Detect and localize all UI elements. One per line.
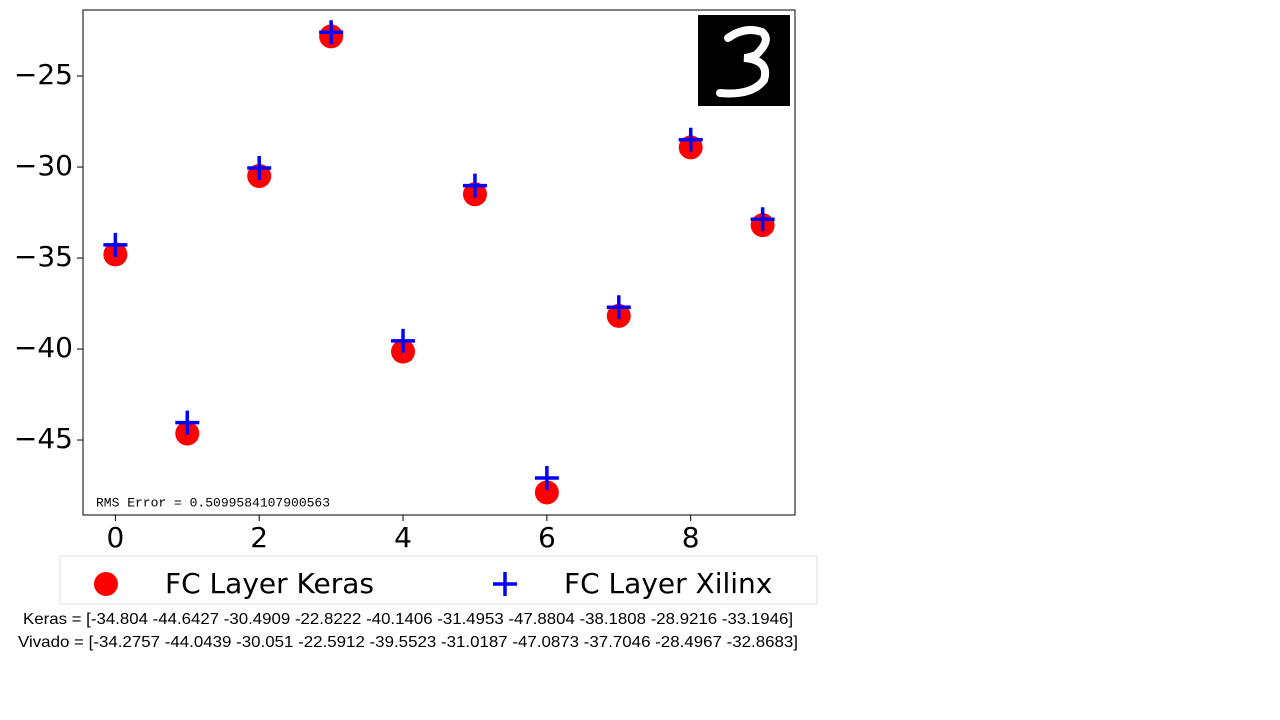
inset-digit	[698, 15, 790, 106]
point	[678, 127, 703, 152]
y-tick-label: −30	[14, 149, 73, 182]
y-tick-label: −25	[14, 58, 73, 91]
legend-box	[59, 555, 818, 605]
legend-item: FC Layer Keras	[94, 567, 374, 600]
x-tick-label: 8	[682, 521, 700, 554]
point	[319, 20, 344, 45]
x-tick-label: 6	[538, 521, 556, 554]
plot-frame	[82, 9, 796, 516]
point	[750, 207, 775, 232]
y-tick-label: −40	[14, 331, 73, 364]
legend-marker	[94, 572, 118, 596]
point	[247, 155, 272, 180]
x-tick-label: 2	[250, 521, 268, 554]
annotation: RMS Error = 0.5099584107900563	[96, 495, 330, 510]
point	[175, 410, 200, 435]
note-line: Vivado = [-34.2757 -44.0439 -30.051 -22.…	[18, 634, 798, 651]
legend-item: FC Layer Xilinx	[493, 567, 772, 600]
point	[534, 480, 559, 505]
note-line: Keras = [-34.804 -44.6427 -30.4909 -22.8…	[23, 611, 793, 628]
digit-stroke	[716, 26, 770, 98]
legend-label: FC Layer Xilinx	[564, 567, 772, 600]
y-tick-label: −45	[14, 422, 73, 455]
point	[462, 173, 487, 198]
x-tick-label: 0	[106, 521, 124, 554]
point	[391, 328, 416, 353]
y-tick-label: −35	[14, 240, 73, 273]
legend-label: FC Layer Keras	[165, 567, 374, 600]
legend-marker	[493, 572, 517, 596]
x-tick-label: 4	[394, 521, 412, 554]
point	[103, 232, 128, 257]
point	[534, 466, 559, 491]
point	[606, 295, 631, 320]
